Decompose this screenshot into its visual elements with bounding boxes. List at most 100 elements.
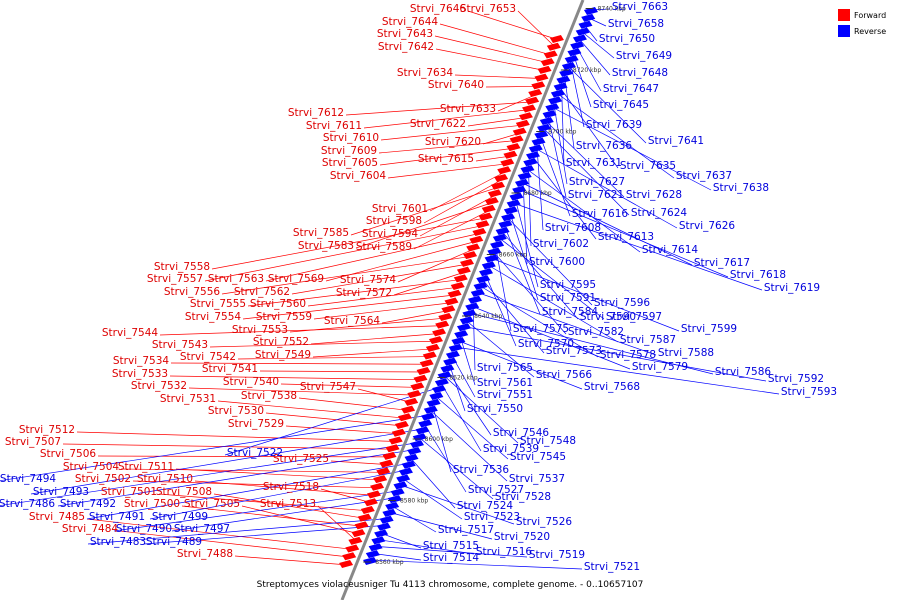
reverse-gene (456, 323, 471, 332)
reverse-gene-label: Strvi_7565 (477, 362, 533, 374)
forward-gene-label: Strvi_7622 (410, 118, 466, 130)
leader-line (525, 167, 641, 253)
forward-gene (394, 421, 409, 430)
reverse-gene (448, 343, 463, 352)
reverse-gene-label: Strvi_7491 (89, 511, 145, 523)
leader-line (485, 85, 541, 88)
reverse-gene (432, 385, 447, 394)
reverse-gene-label: Strvi_7526 (516, 516, 573, 528)
reverse-gene-label: Strvi_7490 (116, 523, 172, 535)
forward-gene-label: Strvi_7574 (340, 274, 397, 286)
leader-line (380, 124, 525, 141)
leader-line (419, 194, 498, 237)
reverse-gene-label: Strvi_7492 (60, 498, 116, 510)
reverse-gene-label: Strvi_7618 (730, 269, 786, 281)
reverse-gene (468, 295, 483, 304)
forward-gene (345, 544, 360, 553)
forward-gene-label: Strvi_7505 (184, 498, 240, 510)
reverse-gene-label: Strvi_7584 (542, 306, 599, 318)
leader-line (265, 412, 404, 427)
leader-line (478, 284, 599, 358)
reverse-gene-label: Strvi_7578 (600, 349, 656, 361)
reverse-gene-label: Strvi_7616 (572, 208, 629, 220)
reverse-gene (503, 206, 518, 215)
forward-gene (425, 343, 440, 352)
forward-gene (404, 397, 419, 406)
forward-gene (497, 166, 512, 175)
reverse-gene (501, 213, 516, 222)
reverse-gene (371, 536, 386, 545)
leader-line (547, 113, 567, 198)
reverse-gene (396, 474, 411, 483)
reverse-gene (368, 543, 383, 552)
reverse-gene (479, 268, 494, 277)
leader-line (442, 374, 519, 444)
leader-line (241, 505, 361, 535)
reverse-gene-label: Strvi_7539 (483, 443, 539, 455)
reverse-gene (473, 282, 488, 290)
forward-gene (515, 119, 530, 128)
leader-line (475, 291, 657, 356)
leader-line (489, 257, 680, 332)
reverse-gene (451, 337, 466, 345)
leader-line (409, 456, 456, 509)
forward-gene-label: Strvi_7572 (336, 287, 392, 299)
reverse-gene-label: Strvi_7521 (584, 561, 640, 573)
forward-gene (348, 536, 363, 545)
leader-line (0, 442, 416, 506)
forward-gene-label: Strvi_7507 (5, 436, 61, 448)
forward-gene (546, 42, 561, 51)
forward-gene-label: Strvi_7610 (323, 132, 379, 144)
reverse-gene-label: Strvi_7636 (576, 140, 633, 152)
leader-line (86, 463, 407, 520)
leader-line (428, 408, 508, 482)
reverse-gene-label: Strvi_7566 (536, 369, 593, 381)
reverse-gene (539, 117, 554, 125)
forward-gene-label: Strvi_7554 (185, 311, 242, 323)
forward-gene (478, 212, 493, 221)
reverse-gene (426, 398, 441, 407)
leader-line (483, 271, 517, 347)
leader-line (544, 119, 625, 198)
leader-line (87, 518, 385, 545)
forward-gene (428, 336, 443, 345)
leader-line (500, 229, 579, 320)
tick-label: 8620 kbp (449, 375, 477, 382)
leader-line (481, 277, 545, 354)
leader-line (132, 480, 380, 489)
forward-gene-label: Strvi_7559 (256, 311, 312, 323)
leader-line (435, 48, 547, 72)
forward-gene (491, 181, 506, 190)
forward-gene (525, 96, 540, 105)
forward-gene-label: Strvi_7484 (62, 523, 119, 535)
forward-gene-label: Strvi_7601 (372, 203, 428, 215)
reverse-gene (498, 220, 513, 229)
forward-gene (463, 251, 478, 260)
forward-gene-label: Strvi_7612 (288, 107, 344, 119)
reverse-gene (545, 103, 560, 112)
forward-gene (512, 127, 527, 136)
reverse-gene (434, 378, 449, 387)
forward-gene (484, 197, 499, 206)
leader-line (217, 400, 408, 419)
leader-line (97, 455, 392, 458)
leader-line (413, 209, 491, 250)
leader-line (345, 101, 535, 116)
leader-line (209, 340, 438, 348)
forward-gene (357, 513, 372, 522)
reverse-gene-label: Strvi_7568 (584, 381, 640, 393)
reverse-gene-label: Strvi_7621 (568, 189, 624, 201)
reverse-gene (484, 254, 499, 263)
reverse-gene-label: Strvi_7597 (606, 311, 662, 323)
forward-gene (363, 498, 378, 507)
leader-line (355, 201, 494, 249)
reverse-gene (454, 330, 469, 339)
reverse-gene-label: Strvi_7561 (477, 377, 533, 389)
reverse-gene (476, 275, 491, 284)
reverse-gene (387, 495, 402, 504)
reverse-gene (363, 557, 378, 565)
forward-gene (432, 328, 447, 337)
leader-line (76, 431, 398, 442)
leader-line (237, 356, 432, 360)
forward-gene-label: Strvi_7620 (425, 136, 481, 148)
